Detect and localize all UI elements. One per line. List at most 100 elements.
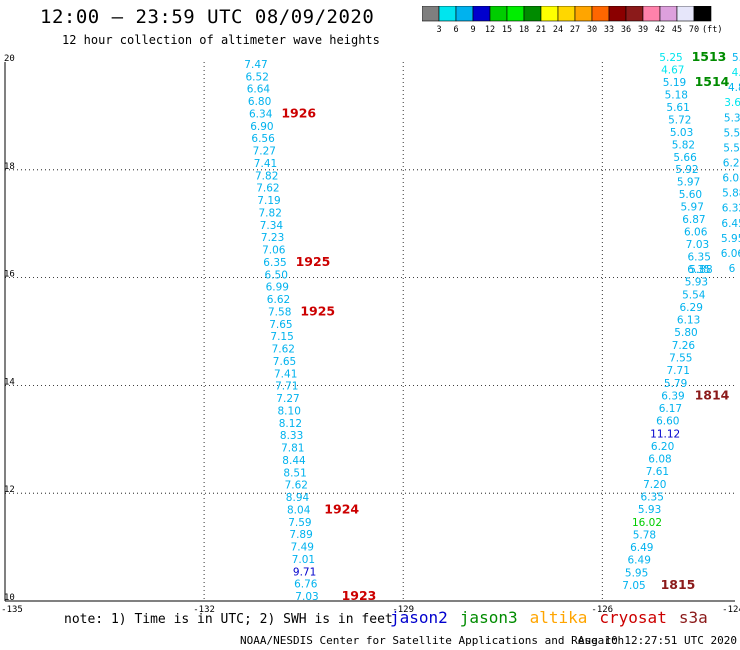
- colorbar-tick: 36: [621, 25, 631, 35]
- swh-value: 7.61: [646, 466, 669, 478]
- swh-value: 6.35: [687, 264, 710, 276]
- swh-value: 5.78: [633, 529, 656, 541]
- time-label: 1513: [692, 49, 727, 64]
- credit-line: NOAA/NESDIS Center for Satellite Applica…: [240, 634, 625, 647]
- swh-value: 7.27: [276, 393, 299, 405]
- swh-value: 6.90: [250, 121, 273, 133]
- swh-value: 7.03: [295, 591, 318, 603]
- time-label: 1925: [300, 303, 335, 318]
- swh-value: 8.04: [287, 504, 311, 516]
- swh-value: 4.: [732, 67, 740, 79]
- swh-value: 5.72: [668, 114, 691, 126]
- footnote: note: 1) Time is in UTC; 2) SWH is in fe…: [64, 612, 393, 627]
- swh-value: 7.03: [686, 239, 709, 251]
- swh-value: 7.82: [255, 170, 278, 182]
- time-label: 1815: [661, 577, 696, 592]
- swh-value: 5.88: [722, 188, 740, 200]
- legend-altika: altika: [529, 608, 588, 627]
- swh-value: 7.65: [269, 319, 292, 331]
- swh-value: 7.59: [288, 517, 311, 529]
- swh-value: 6.06: [684, 227, 708, 239]
- colorbar-tick: 15: [502, 25, 512, 35]
- swh-value: 8.44: [282, 455, 306, 467]
- swh-value: 7.41: [274, 368, 297, 380]
- swh-value: 6.76: [294, 579, 318, 591]
- legend-cryosat: cryosat: [599, 608, 667, 627]
- colorbar-tick: 6: [453, 25, 458, 35]
- time-label: 1925: [296, 254, 331, 269]
- swh-value: 5.19: [663, 77, 686, 89]
- swh-value: 6.35: [263, 257, 286, 269]
- colorbar-tick: 27: [570, 25, 580, 35]
- swh-value: 6.13: [677, 315, 700, 327]
- colorbar-tick: 70: [689, 25, 699, 35]
- swh-value: 7.05: [622, 580, 645, 592]
- swh-value: 6.23: [723, 158, 740, 170]
- swh-value: 7.19: [257, 195, 280, 207]
- x-tick-label: -135: [1, 605, 23, 615]
- swh-value: 5.79: [664, 378, 687, 390]
- swh-value: 6.39: [661, 390, 684, 402]
- swh-value: 7.34: [260, 220, 284, 232]
- swh-value: 7.81: [281, 443, 304, 455]
- swh-value: 6.56: [251, 133, 275, 145]
- colorbar-tick: 33: [604, 25, 614, 35]
- swh-value: 6.62: [267, 294, 290, 306]
- swh-value: 7.49: [291, 542, 314, 554]
- colorbar-tick: 42: [655, 25, 665, 35]
- swh-value: 8.10: [278, 405, 301, 417]
- swh-value: 5.25: [659, 52, 682, 64]
- swh-value: 7.62: [272, 344, 295, 356]
- swh-value: 7.71: [667, 365, 690, 377]
- colorbar-tick: 21: [536, 25, 546, 35]
- swh-value: 7.62: [256, 183, 279, 195]
- swh-value: 6.60: [656, 416, 679, 428]
- swh-value: 6.45: [721, 218, 740, 230]
- swh-value: 9.71: [293, 566, 316, 578]
- swh-value: 6.20: [651, 441, 674, 453]
- swh-value: 7.26: [672, 340, 696, 352]
- swh-value: 5.97: [681, 202, 704, 214]
- colorbar-swatch: [693, 6, 712, 22]
- legend-s3a: s3a: [678, 608, 708, 627]
- satellite-legend: jason2 jason3 altika cryosat s3a: [390, 608, 720, 627]
- chart-subtitle: 12 hour collection of altimeter wave hei…: [62, 33, 380, 47]
- swh-value: 6.52: [246, 71, 269, 83]
- y-tick-label: 16: [4, 270, 15, 280]
- swh-value: 7.65: [273, 356, 296, 368]
- swh-value: 5.61: [666, 102, 689, 114]
- time-label: 1926: [281, 105, 316, 120]
- colorbar-tick: 39: [638, 25, 648, 35]
- swh-value: 7.06: [262, 245, 286, 257]
- time-label: 1814: [695, 387, 730, 402]
- swh-value: 5.54: [682, 289, 706, 301]
- swh-value: 5.50: [723, 142, 740, 154]
- y-tick-label: 14: [4, 377, 15, 387]
- swh-value: 7.15: [270, 331, 293, 343]
- swh-value: 5.57: [724, 127, 740, 139]
- swh-value: 5.: [732, 52, 740, 64]
- swh-value: 6.34: [249, 109, 273, 121]
- swh-value: 6.49: [628, 555, 651, 567]
- x-tick-label: -126: [591, 605, 613, 615]
- swh-value: 5.03: [670, 127, 693, 139]
- swh-value: 16.02: [632, 517, 662, 529]
- swh-value: 7.89: [289, 529, 312, 541]
- colorbar-tick: 24: [553, 25, 563, 35]
- swh-value: 6.80: [248, 96, 271, 108]
- swh-value: 7.55: [669, 353, 692, 365]
- swh-value: 6.35: [688, 252, 711, 264]
- swh-value: 8.33: [280, 430, 303, 442]
- swh-value: 6.06: [721, 248, 740, 260]
- swh-value: 7.01: [292, 554, 315, 566]
- y-tick-label: 18: [4, 162, 15, 172]
- swh-value: 5.93: [685, 277, 708, 289]
- swh-value: 5.97: [677, 177, 700, 189]
- chart-title: 12:00 – 23:59 UTC 08/09/2020: [40, 6, 375, 28]
- colorbar-tick: 18: [519, 25, 529, 35]
- swh-value: 7.41: [254, 158, 277, 170]
- swh-value: 7.27: [253, 146, 276, 158]
- legend-jason3: jason3: [459, 608, 518, 627]
- swh-value: 6.99: [266, 282, 289, 294]
